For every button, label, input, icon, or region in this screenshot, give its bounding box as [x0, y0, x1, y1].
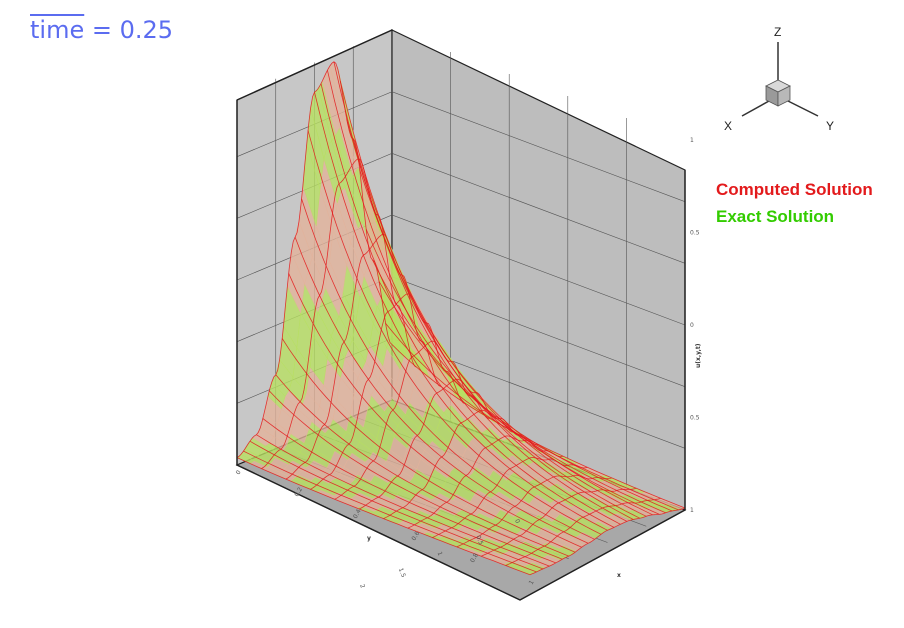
surface: [236, 61, 686, 576]
computed-mesh-line: [372, 259, 666, 514]
time-label: time = 0.25: [30, 16, 173, 44]
y-tick-label: 1: [436, 551, 444, 557]
computed-mesh-line: [262, 418, 556, 564]
axis-ticks: 0 0.5 1 1.5 2 0 0.2 0.4 0.6 0.8 1 1 0.5 0 0.5 1: [235, 137, 700, 589]
computed-mesh-line: [333, 61, 628, 522]
computed-mesh-line: [385, 322, 679, 511]
legend: Computed Solution Exact Solution: [716, 176, 873, 230]
box-edge-front: [236, 100, 686, 601]
x-tick-label: 0: [235, 469, 243, 476]
computed-mesh-line: [275, 374, 569, 557]
triad-cube-right: [777, 85, 791, 107]
time-variable: time: [30, 16, 85, 44]
x-tick-label: 0.6: [410, 530, 421, 542]
z-tick-label: 0.5: [690, 230, 700, 237]
computed-mesh-line: [243, 450, 537, 573]
x-tick-label: 0.2: [293, 486, 304, 498]
time-value: = 0.25: [84, 16, 174, 44]
computed-mesh-line: [339, 81, 634, 520]
computed-mesh-line: [256, 434, 550, 567]
y-tick-label: 0: [513, 518, 521, 524]
box-edge-top: [236, 29, 393, 101]
x-axis-title: x: [617, 572, 621, 579]
computed-mesh-line: [314, 92, 608, 531]
computed-mesh-line: [378, 281, 673, 512]
computed-mesh-line: [359, 169, 653, 516]
computed-mesh-line: [269, 390, 563, 560]
computed-mesh-line: [301, 198, 595, 540]
y-axis-title: y: [367, 535, 371, 542]
z-tick-label: 1: [690, 507, 694, 514]
z-tick-label: 1: [690, 137, 694, 144]
computed-mesh-line: [320, 83, 615, 528]
computed-mesh-line: [346, 119, 640, 519]
computed-mesh-line: [281, 338, 576, 553]
y-tick-label: 2: [358, 583, 366, 589]
z-axis-title: u(x,y,t): [695, 343, 702, 368]
computed-mesh-line: [307, 130, 602, 535]
computed-mesh-line: [365, 229, 660, 515]
orientation-triad: Z X Y: [724, 25, 834, 133]
computed-mesh-line: [327, 70, 621, 525]
y-tick-label: 1.5: [397, 567, 407, 579]
z-tick-label: 0.5: [690, 415, 700, 422]
z-tick-label: 0: [690, 322, 694, 329]
computed-mesh-line: [288, 273, 582, 548]
grid-line: [236, 91, 686, 202]
computed-mesh-line: [236, 457, 531, 576]
grid-line: [236, 153, 686, 264]
computed-mesh-line: [249, 440, 544, 570]
x-tick-label: 1: [528, 579, 536, 586]
triad-x-label: X: [724, 119, 732, 133]
grid-line: [236, 214, 686, 326]
x-tick-label: 0.8: [469, 552, 480, 564]
x-tick-label: 0.4: [352, 508, 363, 520]
legend-computed-solution: Computed Solution: [716, 180, 873, 199]
triad-y-label: Y: [826, 119, 834, 133]
y-tick-label: 0.5: [474, 535, 484, 547]
computed-mesh-line: [294, 236, 589, 544]
legend-exact-solution: Exact Solution: [716, 207, 835, 226]
triad-z-label: Z: [774, 25, 781, 39]
